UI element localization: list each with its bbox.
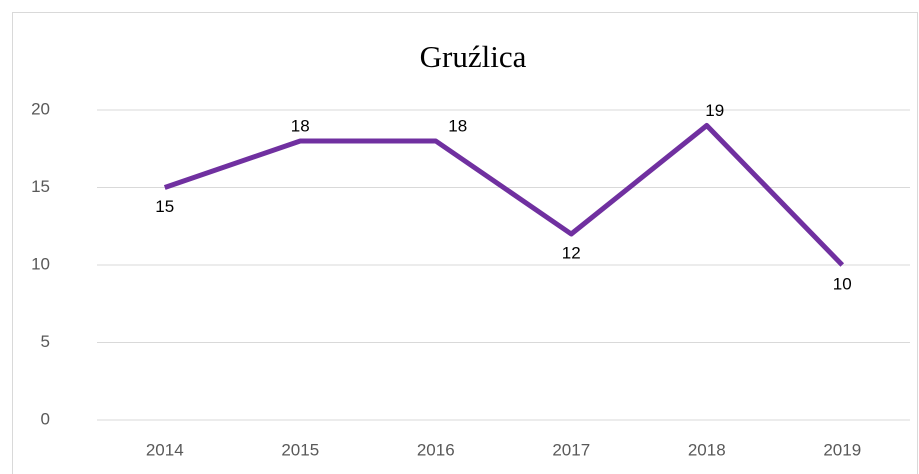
data-label: 18 [291, 116, 310, 135]
data-label: 12 [562, 243, 581, 262]
y-tick-label: 20 [31, 99, 50, 118]
x-tick-label: 2017 [552, 440, 590, 459]
chart-frame [12, 12, 918, 474]
data-line [163, 123, 845, 267]
x-tick-label: 2014 [146, 440, 184, 459]
data-label: 18 [448, 116, 467, 135]
x-tick-label: 2019 [823, 440, 861, 459]
data-label: 19 [705, 101, 724, 120]
y-tick-label: 5 [41, 332, 50, 351]
x-tick-label: 2018 [688, 440, 726, 459]
data-label: 15 [155, 197, 174, 216]
y-tick-label: 15 [31, 177, 50, 196]
chart-title: Gruźlica [420, 39, 527, 74]
x-tick-label: 2016 [417, 440, 455, 459]
y-tick-label: 10 [31, 254, 50, 273]
x-tick-label: 2015 [281, 440, 319, 459]
data-label: 10 [833, 274, 852, 293]
y-tick-label: 0 [41, 409, 50, 428]
